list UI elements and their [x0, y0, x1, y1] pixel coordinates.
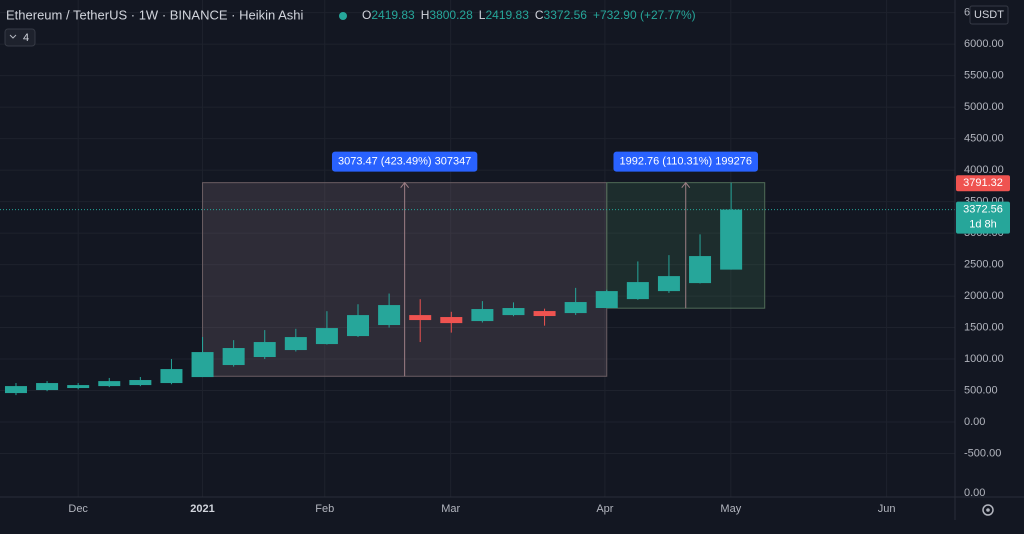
- last-price-bg: [956, 201, 1010, 234]
- measure-label: 1992.76 (110.31%) 199276: [619, 156, 752, 168]
- gear-center[interactable]: [986, 508, 990, 512]
- candle-body: [98, 381, 121, 387]
- legend-value: 3372.56: [544, 8, 588, 22]
- x-tick-label: Dec: [68, 503, 88, 515]
- measure-label-box: [331, 151, 478, 172]
- measure-arrowhead: [400, 181, 410, 188]
- chevron-icon: [9, 34, 17, 39]
- countdown-label: 1d 8h: [969, 219, 997, 231]
- currency-badge[interactable]: [969, 5, 1009, 25]
- y-tick-label: 5000.00: [964, 101, 1004, 113]
- candle-body: [315, 328, 338, 345]
- status-dot: [339, 12, 347, 20]
- ohlc-legend: O2419.83 H3800.28 L2419.83 C3372.56 +732.90 …: [362, 8, 696, 22]
- legend-key: H: [421, 8, 430, 22]
- y-tick-label: -500.00: [964, 447, 1001, 459]
- legend-value: 3800.28: [429, 8, 473, 22]
- y-tick-label: 1500.00: [964, 321, 1004, 333]
- candle-body: [409, 315, 432, 321]
- x-tick-label: Jun: [878, 503, 896, 515]
- measure-label: 3073.47 (423.49%) 307347: [338, 156, 471, 168]
- candle-body: [564, 302, 587, 314]
- candle-body: [284, 337, 307, 351]
- candle-body: [4, 386, 27, 394]
- x-tick-label: Feb: [315, 503, 334, 515]
- y-tick-label: 0.00: [964, 416, 985, 428]
- candle-body: [657, 276, 680, 292]
- legend-value: 2419.83: [485, 8, 529, 22]
- marks: 3073.47 (423.49%) 307347 1992.76 (110.31%…: [0, 151, 955, 396]
- x-tick-label: May: [720, 503, 741, 515]
- candle-body: [378, 305, 401, 326]
- candle-body: [191, 352, 214, 378]
- candle-body: [440, 317, 463, 324]
- y-tick-label: 2000.00: [964, 290, 1004, 302]
- candle-body: [67, 385, 90, 389]
- grid: [0, 0, 955, 497]
- legend-key: O: [362, 8, 371, 22]
- legend-key: C: [535, 8, 544, 22]
- candle-body: [222, 348, 245, 366]
- measure-arrowhead: [681, 181, 691, 188]
- lower-pane-label: 0.00: [964, 487, 985, 499]
- indicator-count[interactable]: 4: [23, 32, 29, 44]
- candle-body: [626, 282, 649, 300]
- y-tick-label: 6000.00: [964, 38, 1004, 50]
- y-tick-label: 5500.00: [964, 69, 1004, 81]
- candle-body: [689, 256, 712, 284]
- x-tick-label: Apr: [596, 503, 613, 515]
- axes: -500.00 0.00 500.00 1000.00 1500.00 2000.00 25…: [68, 7, 1010, 515]
- legend-key: L: [479, 8, 486, 22]
- x-tick-label: Mar: [441, 503, 460, 515]
- y-tick-label: 500.00: [964, 384, 998, 396]
- candle-body: [347, 315, 370, 337]
- candle-body: [720, 209, 743, 270]
- candle-body: [36, 383, 59, 391]
- y-tick-label: 1000.00: [964, 353, 1004, 365]
- last-price-label: 3372.56: [963, 204, 1003, 216]
- price-marker-bg: [956, 175, 1010, 192]
- candle-body: [502, 308, 525, 316]
- x-tick-label: 2021: [190, 503, 214, 515]
- candle-body: [253, 342, 276, 358]
- y-tick-label: 2500.00: [964, 258, 1004, 270]
- currency-label[interactable]: USDT: [974, 9, 1004, 21]
- y-tick-label: 4500.00: [964, 132, 1004, 144]
- gear[interactable]: [982, 504, 994, 516]
- legend-value: 2419.83: [371, 8, 415, 22]
- candle-body: [595, 291, 618, 309]
- price-marker-label: 3791.32: [963, 177, 1003, 189]
- legend-change: +732.90 (+27.77%): [593, 8, 696, 22]
- settings-icon[interactable]: [982, 504, 994, 516]
- candle-body: [533, 311, 556, 317]
- candle-body: [160, 369, 183, 384]
- chart-title: Ethereum / TetherUS · 1W · BINANCE · Hei…: [6, 7, 304, 22]
- candle-body: [471, 309, 494, 322]
- candle-body: [129, 380, 152, 386]
- indicator-toggle[interactable]: [4, 28, 36, 47]
- y-tick-label: 4000.00: [964, 164, 1004, 176]
- measure-label-box: [613, 151, 758, 172]
